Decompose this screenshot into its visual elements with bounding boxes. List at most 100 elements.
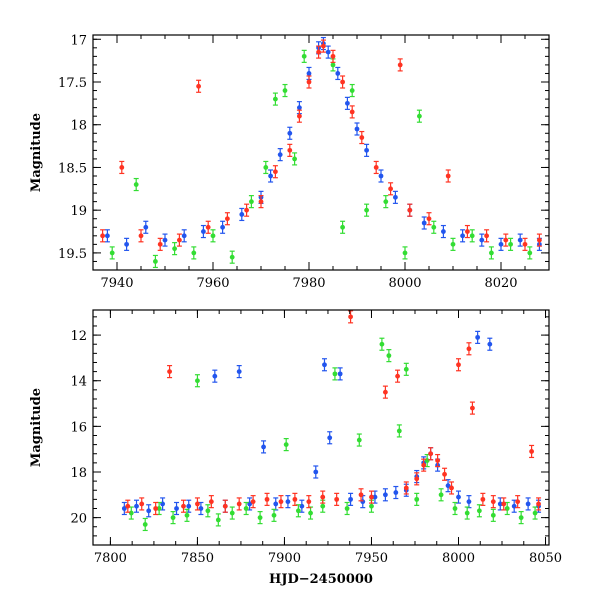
series-2 <box>125 310 542 516</box>
data-point <box>208 499 214 505</box>
plot-frame <box>92 309 550 546</box>
data-point <box>139 501 145 507</box>
y-tick-label: 17.5 <box>58 76 87 91</box>
data-points <box>121 310 542 532</box>
data-point <box>283 442 289 448</box>
series-1 <box>109 49 533 269</box>
data-point <box>327 435 333 441</box>
data-point <box>134 503 139 509</box>
data-point <box>359 135 365 140</box>
x-tick-label: 8050 <box>529 551 562 566</box>
data-point <box>201 229 206 234</box>
data-point <box>489 250 494 256</box>
data-point <box>490 499 496 505</box>
data-point <box>100 233 105 239</box>
x-tick-label: 8000 <box>442 551 475 566</box>
data-point <box>378 173 384 179</box>
data-point <box>250 499 256 505</box>
data-point <box>181 233 187 239</box>
data-point <box>157 241 163 247</box>
x-tick-label: 8020 <box>484 276 517 291</box>
data-point <box>249 199 254 205</box>
data-point <box>138 233 144 239</box>
data-point <box>518 515 524 521</box>
data-point <box>316 49 321 55</box>
x-axis-label: HJD−2450000 <box>269 572 373 587</box>
data-point <box>456 494 461 500</box>
data-point <box>320 494 326 500</box>
data-point <box>364 147 369 153</box>
data-point <box>320 503 326 509</box>
data-point <box>196 83 202 89</box>
data-point <box>167 369 172 375</box>
data-point <box>128 510 134 516</box>
y-axis-label: Magnitude <box>29 113 44 192</box>
data-point <box>306 499 312 505</box>
data-point <box>273 501 279 507</box>
data-point <box>490 512 496 518</box>
data-point <box>181 503 186 509</box>
data-point <box>220 224 226 230</box>
data-point <box>124 241 129 247</box>
data-point <box>382 492 388 498</box>
data-point <box>261 444 266 450</box>
data-point <box>292 496 298 502</box>
data-point <box>195 501 200 507</box>
data-point <box>222 503 228 509</box>
data-point <box>476 508 482 514</box>
bottom-panel: 7800 7850 7900 7950 8000 8050 12 14 16 18 20 Magnit… <box>29 309 562 587</box>
data-point <box>236 501 242 507</box>
data-point <box>306 71 312 76</box>
data-point <box>469 233 475 239</box>
data-point <box>210 233 216 239</box>
data-point <box>475 334 481 340</box>
data-point <box>332 371 338 377</box>
data-point <box>479 237 485 243</box>
data-point <box>386 353 392 359</box>
x-tick-label: 7900 <box>268 551 301 566</box>
data-point <box>321 43 326 49</box>
data-point <box>344 506 350 511</box>
data-point <box>456 362 461 368</box>
data-point <box>396 428 402 434</box>
data-point <box>146 508 152 514</box>
data-point <box>239 212 245 217</box>
data-point <box>379 341 385 347</box>
x-tick-label: 7850 <box>181 551 214 566</box>
data-point <box>445 483 451 489</box>
data-point <box>441 229 446 234</box>
data-point <box>403 485 409 491</box>
data-point <box>414 476 420 482</box>
data-point <box>466 499 472 505</box>
data-point <box>403 366 409 372</box>
y-tick-label: 19 <box>70 204 87 219</box>
data-point <box>470 405 475 411</box>
series-0 <box>121 330 542 518</box>
data-point <box>243 506 249 511</box>
data-point <box>229 510 235 516</box>
data-point <box>383 199 389 205</box>
data-point <box>438 492 444 498</box>
data-point <box>335 71 341 76</box>
data-point <box>345 100 350 106</box>
data-point <box>301 53 307 59</box>
data-point <box>287 130 293 136</box>
data-point <box>417 113 422 119</box>
data-point <box>515 499 521 505</box>
data-point <box>229 254 235 260</box>
data-point <box>349 88 355 93</box>
data-point <box>382 389 388 395</box>
data-point <box>308 510 313 516</box>
data-point <box>369 494 374 500</box>
data-point <box>292 156 297 162</box>
x-tick-label: 7980 <box>292 276 325 291</box>
plot-frame <box>92 34 550 271</box>
y-axis-label: Magnitude <box>29 388 44 467</box>
data-point <box>125 503 131 509</box>
data-point <box>195 378 200 384</box>
data-point <box>186 503 192 509</box>
data-point <box>487 341 493 347</box>
data-point <box>421 220 427 226</box>
data-point <box>522 241 528 247</box>
